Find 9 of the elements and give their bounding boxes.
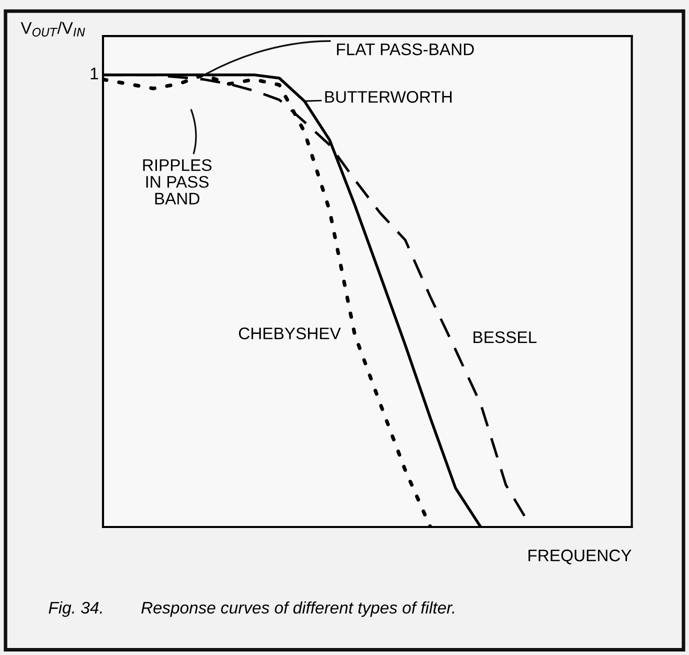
annotation: RIPPLES IN PASS BAND (143, 159, 212, 204)
series-label: BESSEL (474, 331, 537, 344)
series-label: CHEBYSHEV (238, 328, 341, 340)
caption: Fig. 34. Response curves of different types of filter. (48, 601, 454, 617)
y-axis-title: V$_{OUT}$/V$_{IN}$ (20, 22, 86, 37)
x-axis-title: FREQUENCY (528, 550, 632, 564)
text: 1 (90, 68, 98, 80)
text: FLAT PASS-BAND (337, 43, 474, 56)
legend-label: BUTTERWORTH (325, 91, 452, 103)
